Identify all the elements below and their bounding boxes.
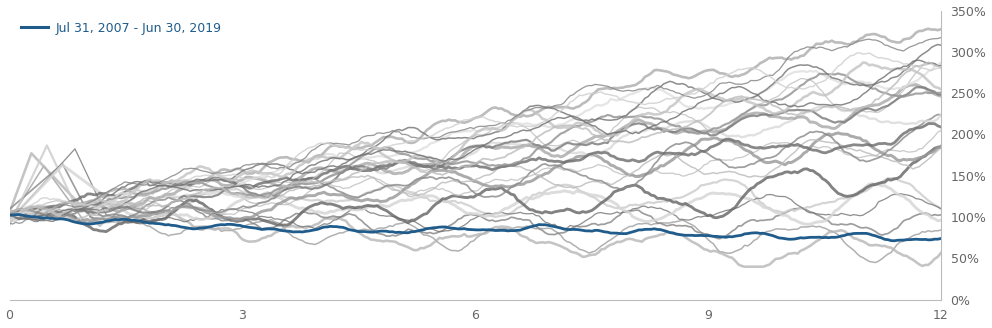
Legend: Jul 31, 2007 - Jun 30, 2019: Jul 31, 2007 - Jun 30, 2019 xyxy=(16,17,227,40)
